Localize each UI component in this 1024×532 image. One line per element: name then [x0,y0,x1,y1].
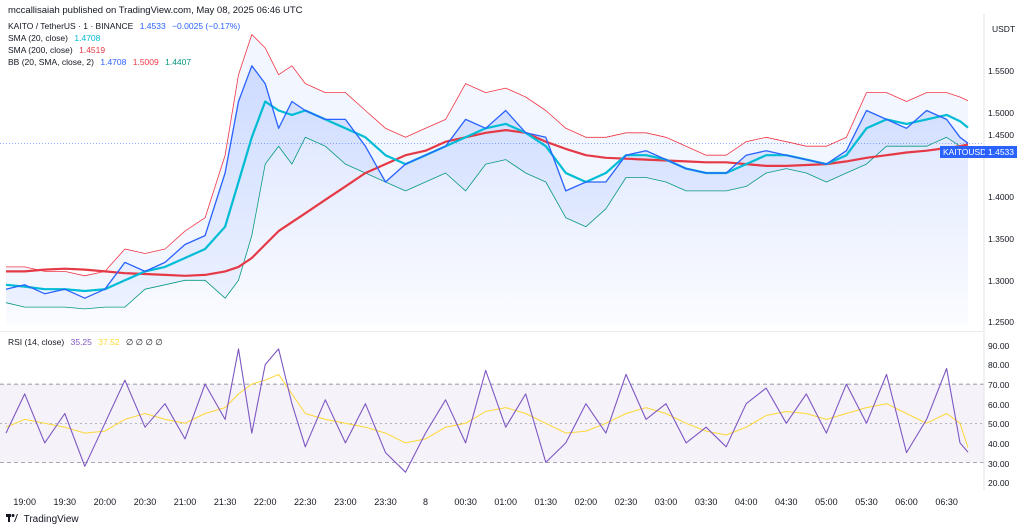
legend-sma200-label: SMA (200, close) [8,45,73,55]
time-tick: 19:00 [13,497,36,507]
time-tick: 22:30 [294,497,317,507]
legend-sma20-label: SMA (20, close) [8,33,68,43]
price-tick: 1.5000 [988,108,1014,118]
rsi-tick: 90.00 [988,341,1010,351]
legend-sma20-row[interactable]: SMA (20, close) 1.4708 [8,33,104,43]
time-tick: 23:30 [374,497,397,507]
price-tick: 1.3000 [988,276,1014,286]
time-tick: 04:30 [775,497,798,507]
rsi-tick: 80.00 [988,360,1010,370]
price-area-fill [6,65,968,326]
price-tick: 1.4500 [988,130,1014,140]
price-tick: 1.4000 [988,192,1014,202]
legend-last-price: 1.4533 [139,21,166,31]
last-price-tag: 1.4533 [985,146,1017,158]
legend-symbol: KAITO / TetherUS · 1 · BINANCE [8,21,134,31]
legend-rsi-row[interactable]: RSI (14, close) 35.25 37.52 ∅ ∅ ∅ ∅ [8,337,167,348]
rsi-tick: 30.00 [988,459,1010,469]
legend-sma200-value: 1.4519 [79,45,106,55]
time-tick: 19:30 [53,497,77,507]
rsi-line [5,348,969,473]
legend-sma20-value: 1.4708 [74,33,101,43]
rsi-chart[interactable] [0,333,1024,493]
legend-sma200-row[interactable]: SMA (200, close) 1.4519 [8,45,109,55]
time-tick: 23:00 [334,497,357,507]
publisher-line: mccallisaiah published on TradingView.co… [8,5,303,16]
time-tick: 01:00 [494,497,517,507]
time-tick: 04:00 [734,497,758,507]
time-tick: 8 [422,497,429,507]
price-tick: 1.3500 [988,234,1014,244]
rsi-tick: 20.00 [988,478,1010,488]
time-tick: 05:00 [815,497,838,507]
time-tick: 06:30 [935,497,958,507]
time-tick: 03:00 [654,497,678,507]
rsi-tick: 70.00 [988,380,1010,390]
price-chart[interactable] [0,14,1024,332]
symbol-tag: KAITOUSDT [940,146,995,158]
legend-rsi-extras: ∅ ∅ ∅ ∅ [125,337,163,347]
legend-bb-lower: 1.4407 [165,57,192,67]
sma200-line [6,129,969,277]
price-tick: 1.2500 [988,317,1014,327]
legend-rsi-label: RSI (14, close) [8,337,65,347]
time-tick: 02:30 [614,497,638,507]
rsi-tick: 40.00 [988,439,1010,449]
bb-upper-line [6,34,969,277]
legend-bb-upper: 1.5009 [132,57,159,67]
time-tick: 06:00 [895,497,918,507]
legend-symbol-row: KAITO / TetherUS · 1 · BINANCE 1.4533 −0… [8,21,244,31]
time-tick: 03:30 [694,497,718,507]
rsi-tick: 50.00 [988,419,1010,429]
price-axis-currency: USDT [992,24,1016,34]
legend-rsi-ma: 37.52 [98,337,120,347]
legend-bb-label: BB (20, SMA, close, 2) [8,57,94,67]
price-line [5,65,969,299]
bb-lower-line [5,136,969,310]
time-tick: 05:30 [855,497,878,507]
time-tick: 01:30 [534,497,558,507]
legend-bb-basis: 1.4708 [100,57,127,67]
legend-bb-row[interactable]: BB (20, SMA, close, 2) 1.4708 1.5009 1.4… [8,57,195,67]
price-tick: 1.5500 [988,66,1014,76]
time-tick: 20:00 [93,497,117,507]
tradingview-brand[interactable]: TradingView [6,514,79,525]
time-tick: 22:00 [253,497,277,507]
legend-rsi-value: 35.25 [70,337,92,347]
time-tick: 20:30 [133,497,157,507]
time-tick: 00:30 [454,497,477,507]
time-tick: 02:00 [574,497,598,507]
tradingview-logo-icon [6,514,18,522]
time-tick: 21:00 [173,497,197,507]
time-tick: 21:30 [213,497,237,507]
legend-change: −0.0025 (−0.17%) [172,21,241,31]
rsi-tick: 60.00 [988,400,1010,410]
tradingview-brand-label: TradingView [23,514,79,525]
